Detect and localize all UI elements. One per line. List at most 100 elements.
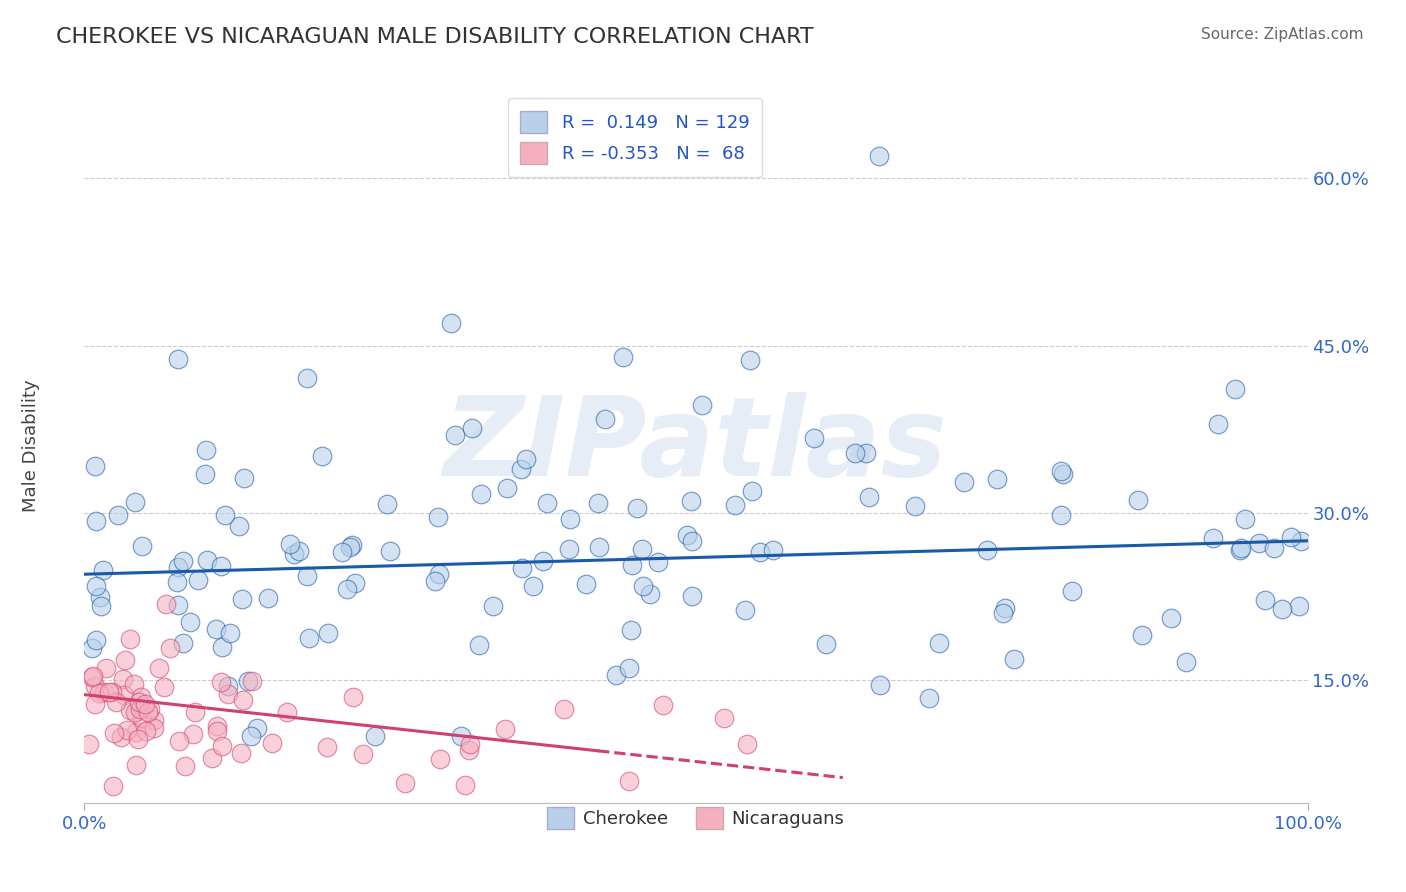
Point <box>94 661 117 675</box>
Point <box>1249 535 1271 549</box>
Point <box>522 578 544 592</box>
Point <box>209 674 232 689</box>
Point <box>560 512 582 526</box>
Text: ZIPatlas: ZIPatlas <box>444 392 948 500</box>
Point <box>153 680 176 694</box>
Point <box>1002 652 1025 666</box>
Point <box>79 737 101 751</box>
Point <box>217 687 239 701</box>
Point <box>1254 593 1277 607</box>
Point <box>1288 599 1310 614</box>
Point <box>844 445 866 459</box>
Point <box>332 544 354 558</box>
Point <box>195 442 218 457</box>
Point <box>115 723 138 737</box>
Point <box>991 606 1014 620</box>
Point <box>986 472 1008 486</box>
Point <box>166 575 188 590</box>
Point <box>638 586 661 600</box>
Point <box>228 519 250 533</box>
Point <box>553 702 575 716</box>
Point <box>515 452 537 467</box>
Point <box>142 721 165 735</box>
Point <box>690 398 713 412</box>
Point <box>283 548 305 562</box>
Point <box>93 685 115 699</box>
Point <box>84 679 107 693</box>
Point <box>814 637 837 651</box>
Point <box>762 543 785 558</box>
Point <box>110 730 132 744</box>
Point <box>101 685 124 699</box>
Point <box>612 350 634 364</box>
Point <box>124 495 146 509</box>
Point <box>633 579 655 593</box>
Point <box>131 539 153 553</box>
Point <box>512 561 534 575</box>
Point <box>118 632 141 646</box>
Point <box>232 693 254 707</box>
Point <box>1229 542 1251 557</box>
Point <box>928 636 950 650</box>
Point <box>217 679 239 693</box>
Point <box>1130 628 1153 642</box>
Point <box>112 673 135 687</box>
Point <box>211 739 233 753</box>
Text: Male Disability: Male Disability <box>22 380 39 512</box>
Point <box>1270 602 1292 616</box>
Point <box>375 497 398 511</box>
Point <box>84 514 107 528</box>
Point <box>344 576 367 591</box>
Point <box>681 589 703 603</box>
Point <box>129 690 152 704</box>
Point <box>1230 541 1253 555</box>
Point <box>103 779 125 793</box>
Point <box>467 638 489 652</box>
Point <box>138 701 160 715</box>
Point <box>1160 611 1182 625</box>
Point <box>112 688 135 702</box>
Point <box>128 702 150 716</box>
Point <box>257 591 280 606</box>
Point <box>536 496 558 510</box>
Point <box>183 727 205 741</box>
Point <box>172 554 194 568</box>
Point <box>1281 531 1303 545</box>
Point <box>735 737 758 751</box>
Point <box>461 421 484 435</box>
Point <box>675 528 697 542</box>
Legend: Cherokee, Nicaraguans: Cherokee, Nicaraguans <box>540 800 852 837</box>
Point <box>89 590 111 604</box>
Point <box>128 695 150 709</box>
Point <box>352 747 374 761</box>
Point <box>184 705 207 719</box>
Point <box>187 573 209 587</box>
Point <box>84 579 107 593</box>
Point <box>278 537 301 551</box>
Point <box>336 582 359 596</box>
Point <box>858 491 880 505</box>
Point <box>855 446 877 460</box>
Point <box>124 758 146 772</box>
Point <box>194 467 217 482</box>
Point <box>236 673 259 688</box>
Point <box>209 559 232 574</box>
Point <box>114 653 136 667</box>
Point <box>262 736 284 750</box>
Point <box>107 508 129 522</box>
Point <box>103 726 125 740</box>
Point <box>457 742 479 756</box>
Point <box>231 592 253 607</box>
Point <box>652 698 675 712</box>
Point <box>342 690 364 704</box>
Point <box>1128 493 1150 508</box>
Point <box>425 574 447 589</box>
Point <box>122 676 145 690</box>
Point <box>1289 534 1312 549</box>
Point <box>195 552 218 566</box>
Point <box>558 541 581 556</box>
Point <box>239 729 262 743</box>
Point <box>172 636 194 650</box>
Point <box>482 599 505 614</box>
Point <box>214 508 236 522</box>
